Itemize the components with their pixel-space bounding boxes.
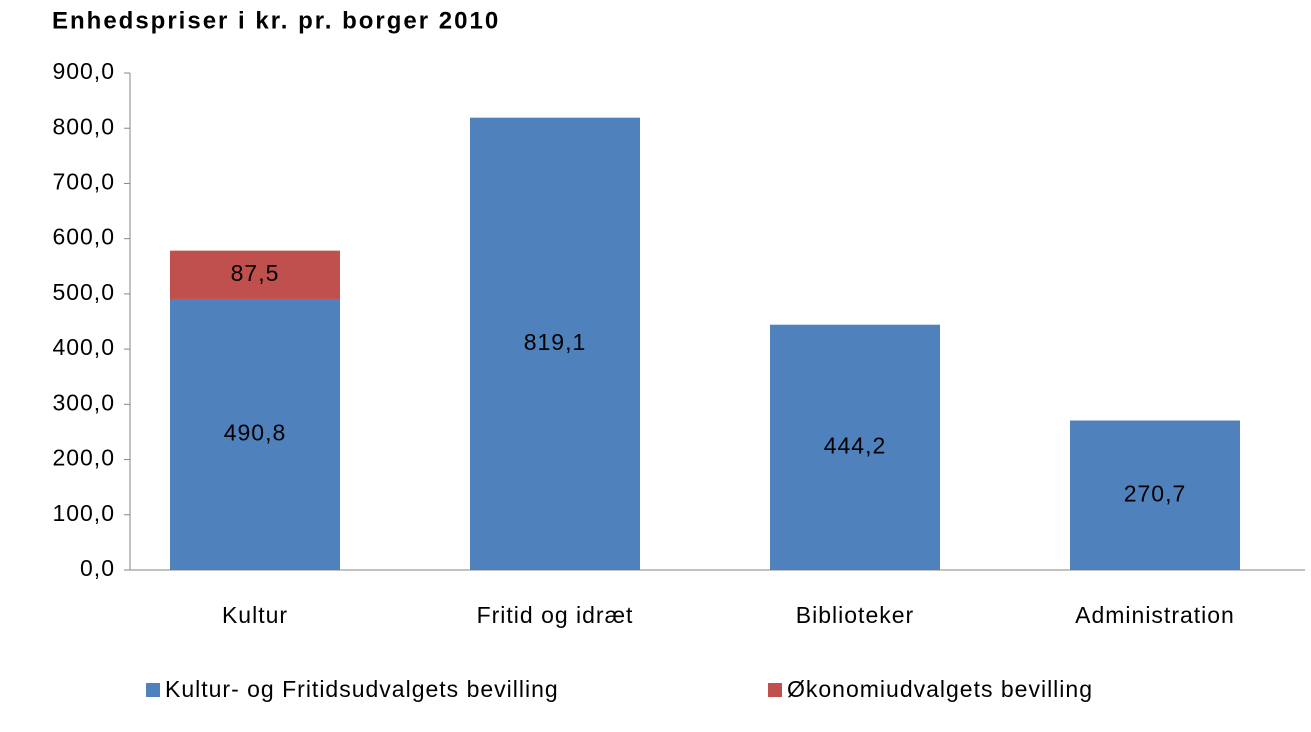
y-tick-label: 900,0 [52,58,115,84]
bar-segment [470,117,640,570]
legend-swatch [768,683,782,697]
legend-swatch [146,683,160,697]
x-tick-label: Kultur [222,602,288,628]
chart-title: Enhedspriser i kr. pr. borger 2010 [52,7,500,34]
y-tick-label: 100,0 [52,500,115,526]
y-tick-label: 500,0 [52,279,115,305]
data-label: 87,5 [231,260,280,286]
bar-segment [770,324,940,570]
y-tick-label: 300,0 [52,389,115,415]
x-tick-label: Biblioteker [796,602,914,628]
y-tick-label: 200,0 [52,445,115,471]
legend-label: Økonomiudvalgets bevilling [787,676,1093,702]
x-tick-label: Fritid og idræt [477,602,634,628]
data-label: 490,8 [224,420,287,446]
y-tick-label: 0,0 [80,555,115,581]
y-tick-label: 400,0 [52,334,115,360]
data-label: 270,7 [1124,480,1187,506]
bar-segment [170,298,340,570]
bar-segment [1070,420,1240,570]
legend-label: Kultur- og Fritidsudvalgets bevilling [165,676,559,702]
bar-segment [170,250,340,299]
data-label: 819,1 [524,329,587,355]
y-tick-label: 600,0 [52,224,115,250]
y-tick-label: 800,0 [52,113,115,139]
x-tick-label: Administration [1075,602,1235,628]
y-tick-label: 700,0 [52,169,115,195]
data-label: 444,2 [824,432,887,458]
